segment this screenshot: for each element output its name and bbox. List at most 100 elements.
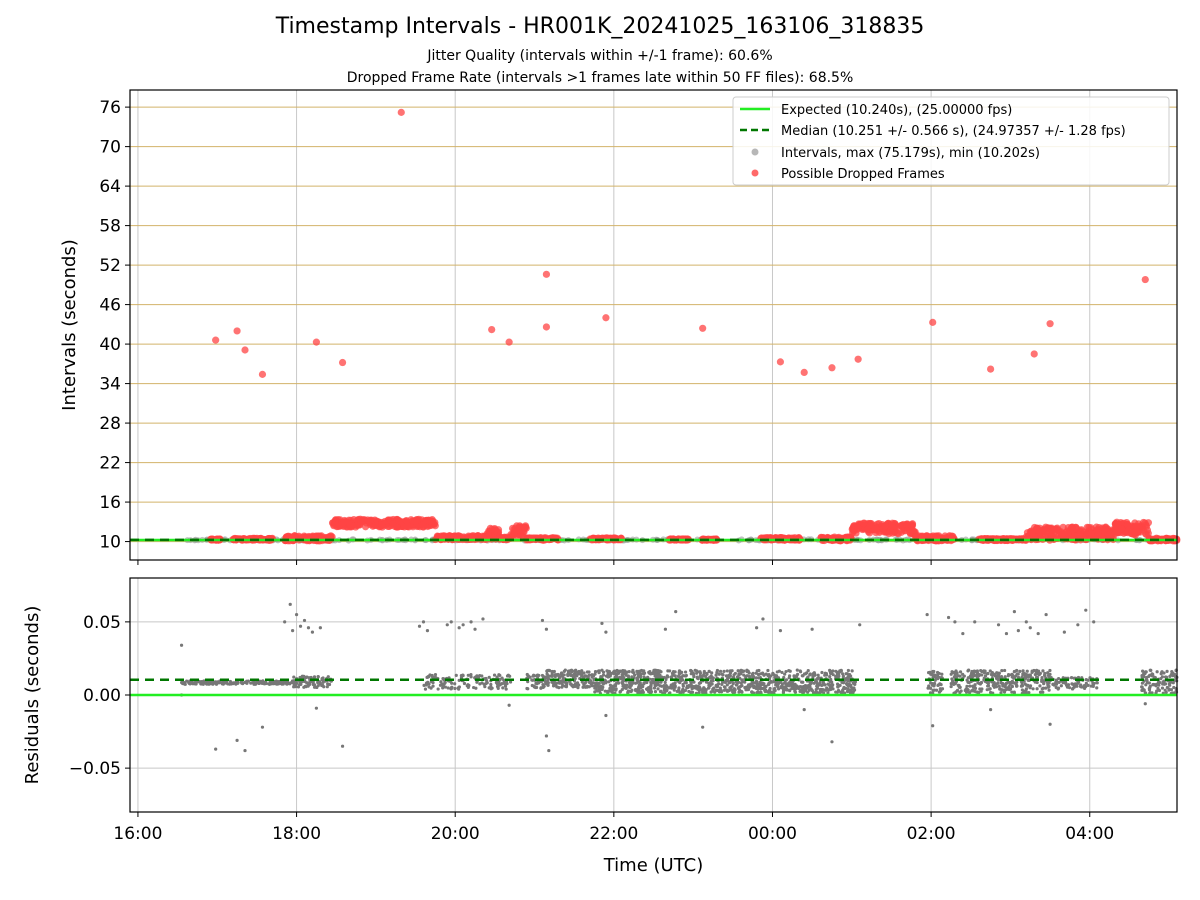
residual-point [760,681,764,685]
residual-outlier [235,738,239,742]
dropped-frame-outlier [241,346,249,354]
residual-point [547,669,552,673]
residual-point [985,672,989,676]
dropped-frame-outlier [602,314,610,322]
residual-point [723,685,727,689]
residual-point [1158,680,1162,685]
residual-point [994,685,999,689]
residual-point [1150,672,1154,676]
residual-point [501,686,505,690]
residual-point [273,681,278,685]
residual-point [496,684,500,689]
dropped-frame-point [888,519,896,527]
residual-point [426,675,430,679]
residual-point [726,679,730,683]
residual-point [749,682,753,686]
residual-point [718,669,723,673]
residual-point [629,683,633,688]
residual-point [575,674,579,678]
residual-point [636,676,640,680]
dropped-frame-point [1036,524,1044,532]
residual-point [1001,688,1005,692]
residual-point [499,682,503,686]
residual-point [504,687,508,691]
residual-outlier [1092,620,1096,624]
residual-point [1095,681,1099,685]
residual-point [834,669,838,673]
residual-point [1071,686,1075,690]
residual-point [800,674,804,678]
residual-outlier [1048,722,1052,726]
residual-point [1056,686,1061,690]
residual-point [725,689,730,693]
residual-outlier [1024,620,1028,624]
residual-point [546,677,550,681]
dropped-frame-outlier [212,336,220,344]
residual-outlier [925,612,929,617]
residual-point [562,677,566,682]
residual-point [653,690,658,694]
residual-point [754,671,758,675]
residual-point [761,672,765,676]
residual-point [1014,674,1018,678]
residual-point [545,672,549,676]
dropped-frame-point [1130,528,1139,536]
residual-point [739,681,743,685]
residual-point [1030,670,1034,674]
residual-point [673,674,677,678]
residual-outlier [778,629,783,633]
residual-point [679,679,683,683]
residual-point [1025,669,1029,673]
residual-point [433,672,438,677]
residual-point [996,678,1000,682]
residual-point [652,668,656,672]
residual-point [627,669,631,674]
residual-outlier [298,624,303,628]
residual-point [469,672,473,677]
residual-point [822,682,826,686]
y-tick-label: 70 [99,138,121,158]
residual-point [292,675,296,679]
residual-outlier [445,623,449,627]
residual-point [594,685,598,689]
residual-point [694,684,698,688]
residual-point [675,689,679,693]
residual-point [185,679,189,683]
residual-point [954,680,958,684]
residual-point [827,683,832,687]
residual-point [495,682,499,686]
y-tick-label: −0.05 [69,759,121,779]
residual-point [725,669,729,673]
residual-point [967,680,971,685]
residual-point [217,681,222,685]
residual-point [1000,669,1004,673]
residual-point [1003,668,1007,673]
residual-outlier [318,626,322,630]
dropped-frame-outlier [542,270,551,278]
residual-point [1026,683,1030,687]
residual-point [605,669,609,673]
residual-point [931,669,935,674]
residual-point [846,687,850,691]
residual-point [1159,676,1163,681]
residual-point [848,672,852,677]
residual-point [783,672,787,676]
residual-point [1161,680,1165,684]
residual-point [737,685,741,689]
residual-point [769,690,773,694]
dropped-frame-point [355,521,364,529]
residual-point [933,678,937,682]
residual-point [949,682,953,686]
residual-point [285,682,289,686]
residual-point [1091,684,1095,688]
residual-point [708,684,712,688]
residual-point [321,680,325,685]
residual-point [1008,687,1013,691]
residual-outlier [1028,626,1032,630]
residual-point [1033,672,1037,677]
residual-point [656,687,660,691]
residual-point [466,673,470,677]
residual-point [816,683,820,688]
residual-point [967,690,972,695]
dropped-frame-point [488,525,496,533]
